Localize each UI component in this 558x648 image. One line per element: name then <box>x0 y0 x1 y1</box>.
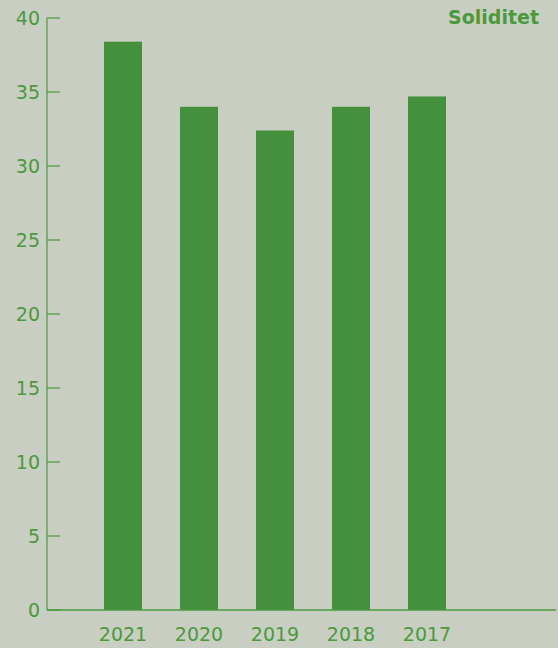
x-axis <box>47 609 556 611</box>
title: Soliditet <box>448 6 539 28</box>
y-tick-label: 25 <box>16 229 40 251</box>
y-tick-label: 5 <box>28 525 40 547</box>
y-tick <box>47 239 60 240</box>
y-tick <box>47 535 60 536</box>
x-tick-label: 2021 <box>99 623 147 645</box>
y-tick <box>47 91 60 92</box>
y-tick <box>47 461 60 462</box>
y-tick-label: 20 <box>16 303 40 325</box>
bar <box>104 42 142 610</box>
y-tick <box>47 165 60 166</box>
y-tick-label: 15 <box>16 377 40 399</box>
y-tick-label: 0 <box>28 599 40 621</box>
y-tick <box>47 313 60 314</box>
bar <box>408 96 446 610</box>
chart: 0 5 10 15 20 25 30 35 40 2021 2020 2019 2018 2017 Soli… <box>0 0 558 648</box>
bar <box>256 130 294 610</box>
bar <box>332 107 370 610</box>
bar <box>180 107 218 610</box>
bars <box>104 42 446 610</box>
x-tick-label: 2020 <box>175 623 223 645</box>
background <box>0 0 558 648</box>
x-tick-label: 2018 <box>327 623 375 645</box>
y-tick-label: 30 <box>16 155 40 177</box>
y-tick <box>47 387 60 388</box>
y-tick-label: 10 <box>16 451 40 473</box>
y-tick-label: 40 <box>16 7 40 29</box>
x-tick-label: 2019 <box>251 623 299 645</box>
y-tick <box>47 17 60 18</box>
x-tick-label: 2017 <box>403 623 451 645</box>
y-tick-label: 35 <box>16 81 40 103</box>
